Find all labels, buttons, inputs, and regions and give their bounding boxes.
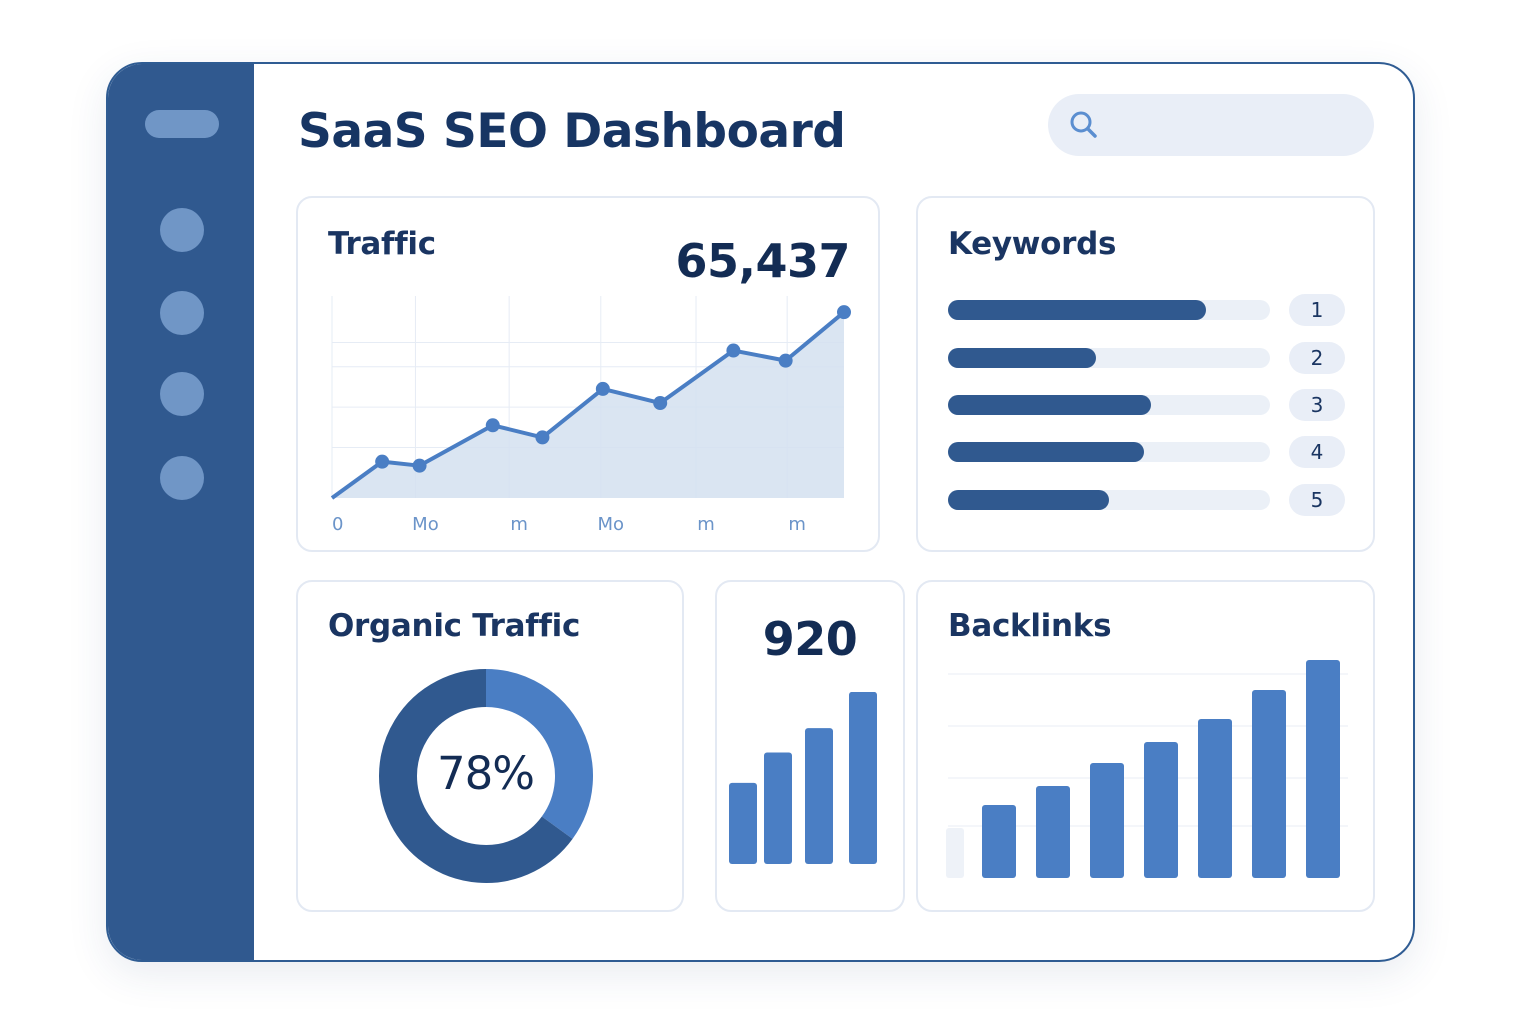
keyword-rank-badge[interactable]: 3 [1289,389,1345,421]
donut-slice [485,669,593,839]
keyword-rank-badge[interactable]: 2 [1289,342,1345,374]
keyword-progress-fill [948,300,1206,320]
metric-value: 920 [762,612,858,666]
backlinks-bar [946,828,964,878]
backlinks-bar [982,805,1016,878]
backlinks-bar [1252,690,1286,878]
keyword-progress-fill [948,442,1145,462]
keyword-row[interactable]: 4 [948,436,1345,468]
keyword-progress-fill [948,395,1151,415]
traffic-card: Traffic 65,437 0 Mo m Mo m m [296,196,880,552]
backlinks-bar [1306,660,1340,878]
metric-bar-chart [729,692,877,864]
metric-bar [805,728,833,864]
backlinks-bar-chart [946,660,1348,878]
app-window: SaaS SEO Dashboard Traffic 65,437 0 Mo m Mo… [106,62,1415,962]
search-input[interactable] [1118,94,1358,156]
traffic-x-tick-label: Mo [412,514,439,535]
keyword-progress-track [948,442,1270,462]
keyword-progress-fill [948,490,1109,510]
metric-bar [729,782,757,864]
keyword-rank-badge[interactable]: 5 [1289,484,1345,516]
keyword-progress-track [948,490,1270,510]
traffic-point [375,454,390,469]
traffic-value: 65,437 [675,234,850,288]
backlinks-title: Backlinks [948,608,1112,644]
sidebar-menu-button[interactable] [145,110,219,138]
donut-slice [379,669,573,883]
backlinks-bar [1144,742,1178,878]
keywords-title: Keywords [948,226,1117,262]
metric-card: 920 [715,580,905,912]
sidebar-nav-item-3[interactable] [160,372,204,416]
page-title: SaaS SEO Dashboard [298,104,846,159]
traffic-point [412,458,427,473]
traffic-point [778,353,793,368]
traffic-line-chart: 0 Mo m Mo m m [330,296,851,535]
traffic-x-tick-label: m [788,514,806,535]
traffic-x-tick-label: m [697,514,715,535]
keyword-row[interactable]: 1 [948,294,1345,326]
backlinks-bar [1198,719,1232,878]
organic-traffic-card: Organic Traffic 78% [296,580,684,912]
traffic-point [485,418,500,433]
sidebar [108,64,254,960]
search-icon [1070,111,1097,138]
keyword-rank-badge[interactable]: 4 [1289,436,1345,468]
traffic-area [332,312,844,498]
traffic-title: Traffic [328,226,436,262]
keyword-progress-fill [948,348,1097,368]
metric-bar [849,692,877,864]
traffic-line [330,310,846,500]
traffic-x-tick-label: 0 [332,514,343,535]
keyword-rank-badge[interactable]: 1 [1289,294,1345,326]
organic-traffic-donut [379,669,593,883]
backlinks-bar [1090,763,1124,878]
traffic-point [653,396,668,411]
keyword-row[interactable]: 5 [948,484,1345,516]
backlinks-bar [1036,786,1070,878]
keyword-progress-track [948,300,1270,320]
traffic-x-tick-label: m [510,514,528,535]
keyword-row[interactable]: 2 [948,342,1345,374]
traffic-x-tick-label: Mo [598,514,625,535]
organic-traffic-percent: 78% [436,747,535,800]
traffic-point [535,430,550,445]
sidebar-nav-item-4[interactable] [160,456,204,500]
traffic-point [595,381,610,396]
organic-traffic-title: Organic Traffic [328,608,581,644]
backlinks-card: Backlinks [916,580,1375,912]
metric-bar [764,752,792,864]
sidebar-nav-item-2[interactable] [160,291,204,335]
keyword-progress-track [948,395,1270,415]
traffic-point [726,343,741,358]
traffic-point [837,305,851,320]
keywords-card: Keywords 1 2 3 4 5 [916,196,1375,552]
keyword-row[interactable]: 3 [948,389,1345,421]
keyword-progress-track [948,348,1270,368]
sidebar-nav-item-1[interactable] [160,208,204,252]
search-bar[interactable] [1048,94,1374,156]
